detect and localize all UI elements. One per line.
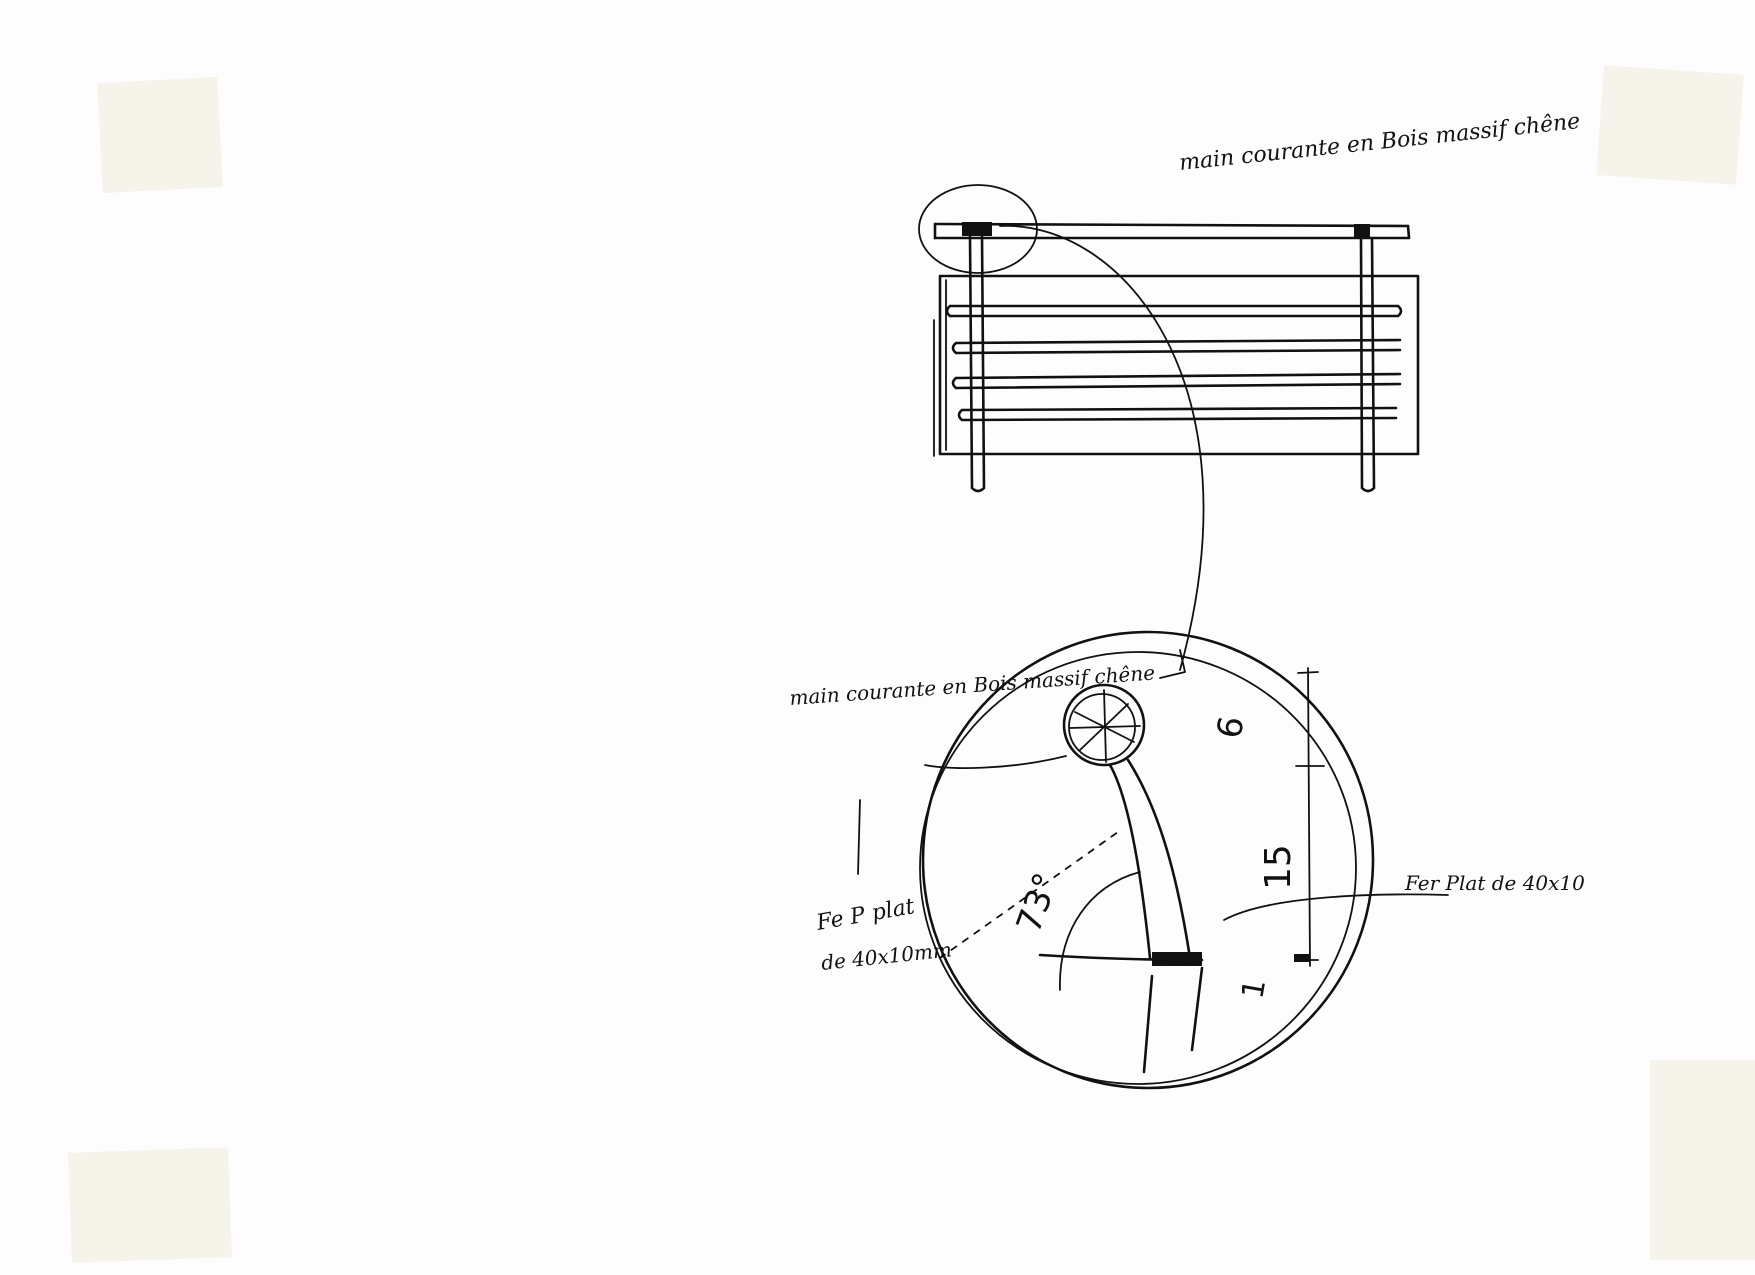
- tape-bottom-right: [1650, 1060, 1755, 1260]
- label-handrail-detail: main courante en Bois massif chêne: [789, 660, 1156, 709]
- dimension-line: [1295, 667, 1325, 967]
- leader-flat-iron-right: [1223, 893, 1449, 921]
- tape-top-left: [97, 76, 223, 194]
- leader-flat-iron-left: [857, 799, 861, 875]
- dimension-top: 6: [1209, 713, 1252, 741]
- bar-4: [957, 406, 1398, 422]
- post-section: [1142, 966, 1204, 1074]
- bar-3: [951, 372, 1402, 390]
- label-flat-iron-left: Fe P plat: [814, 894, 917, 936]
- detail-circle-inner: [919, 651, 1357, 1085]
- tape-top-right: [1596, 65, 1744, 185]
- label-flat-iron-left-dim: de 40x10mm: [820, 937, 953, 975]
- dimension-bottom: 1: [1235, 977, 1273, 1002]
- post-cap-left: [962, 222, 992, 236]
- panel-frame: [938, 274, 1420, 456]
- handrail-section: [1062, 683, 1146, 767]
- dimension-mid: 15: [1258, 844, 1299, 890]
- tape-bottom-left: [68, 1147, 232, 1263]
- detail-circle-outer: [921, 630, 1375, 1090]
- post-cap-right: [1354, 224, 1370, 238]
- handrail-line: [933, 222, 1410, 228]
- leader-handrail: [924, 755, 1067, 769]
- base-line: [1038, 953, 1204, 962]
- post-left: [968, 234, 986, 493]
- dimension-angle: 73°: [1009, 868, 1067, 938]
- support-bar: [1108, 758, 1192, 960]
- angle-arc: [1059, 871, 1141, 991]
- section-detail: [857, 630, 1449, 1090]
- bar-1: [945, 304, 1403, 318]
- bar-2: [951, 338, 1402, 355]
- detail-arrowhead: [1159, 649, 1186, 679]
- post-right: [1359, 236, 1376, 493]
- angle-dashed-line: [939, 831, 1119, 959]
- detail-leader: [999, 225, 1205, 671]
- railing-elevation: [918, 184, 1420, 679]
- label-flat-iron-right: Fer Plat de 40x10: [1404, 871, 1585, 895]
- label-handrail-top: main courante en Bois massif chêne: [1178, 109, 1581, 176]
